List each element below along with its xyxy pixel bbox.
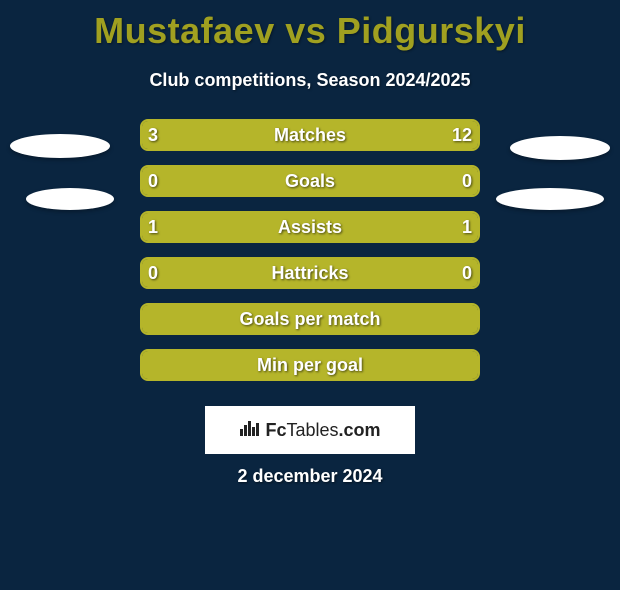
- stat-bar-right: [310, 213, 478, 241]
- logo-text: FcTables.com: [265, 420, 380, 441]
- placeholder-ellipse: [26, 188, 114, 210]
- stat-bar-left: [142, 259, 310, 287]
- stat-bar-left: [142, 351, 478, 379]
- stat-bar-left: [142, 213, 310, 241]
- placeholder-ellipse: [510, 136, 610, 160]
- date-text: 2 december 2024: [0, 466, 620, 487]
- stat-row: Min per goal: [0, 349, 620, 381]
- stat-bar-right: [310, 167, 478, 195]
- stat-row: Assists11: [0, 211, 620, 243]
- fctables-logo: FcTables.com: [205, 406, 415, 454]
- comparison-chart: Matches312Goals00Assists11Hattricks00Goa…: [0, 119, 620, 381]
- logo-bars-icon: [239, 419, 261, 442]
- placeholder-ellipse: [496, 188, 604, 210]
- stat-bar-left: [142, 305, 478, 333]
- stat-row: Goals per match: [0, 303, 620, 335]
- placeholder-ellipse: [10, 134, 110, 158]
- stat-bar-track: [140, 165, 480, 197]
- stat-bar-track: [140, 303, 480, 335]
- comparison-title: Mustafaev vs Pidgurskyi: [0, 10, 620, 52]
- comparison-subtitle: Club competitions, Season 2024/2025: [0, 70, 620, 91]
- stat-bar-right: [209, 121, 478, 149]
- stat-bar-track: [140, 119, 480, 151]
- stat-bar-left: [142, 121, 209, 149]
- stat-bar-track: [140, 257, 480, 289]
- stat-bar-track: [140, 211, 480, 243]
- stat-bar-track: [140, 349, 480, 381]
- stat-row: Hattricks00: [0, 257, 620, 289]
- stat-bar-right: [310, 259, 478, 287]
- stat-bar-left: [142, 167, 310, 195]
